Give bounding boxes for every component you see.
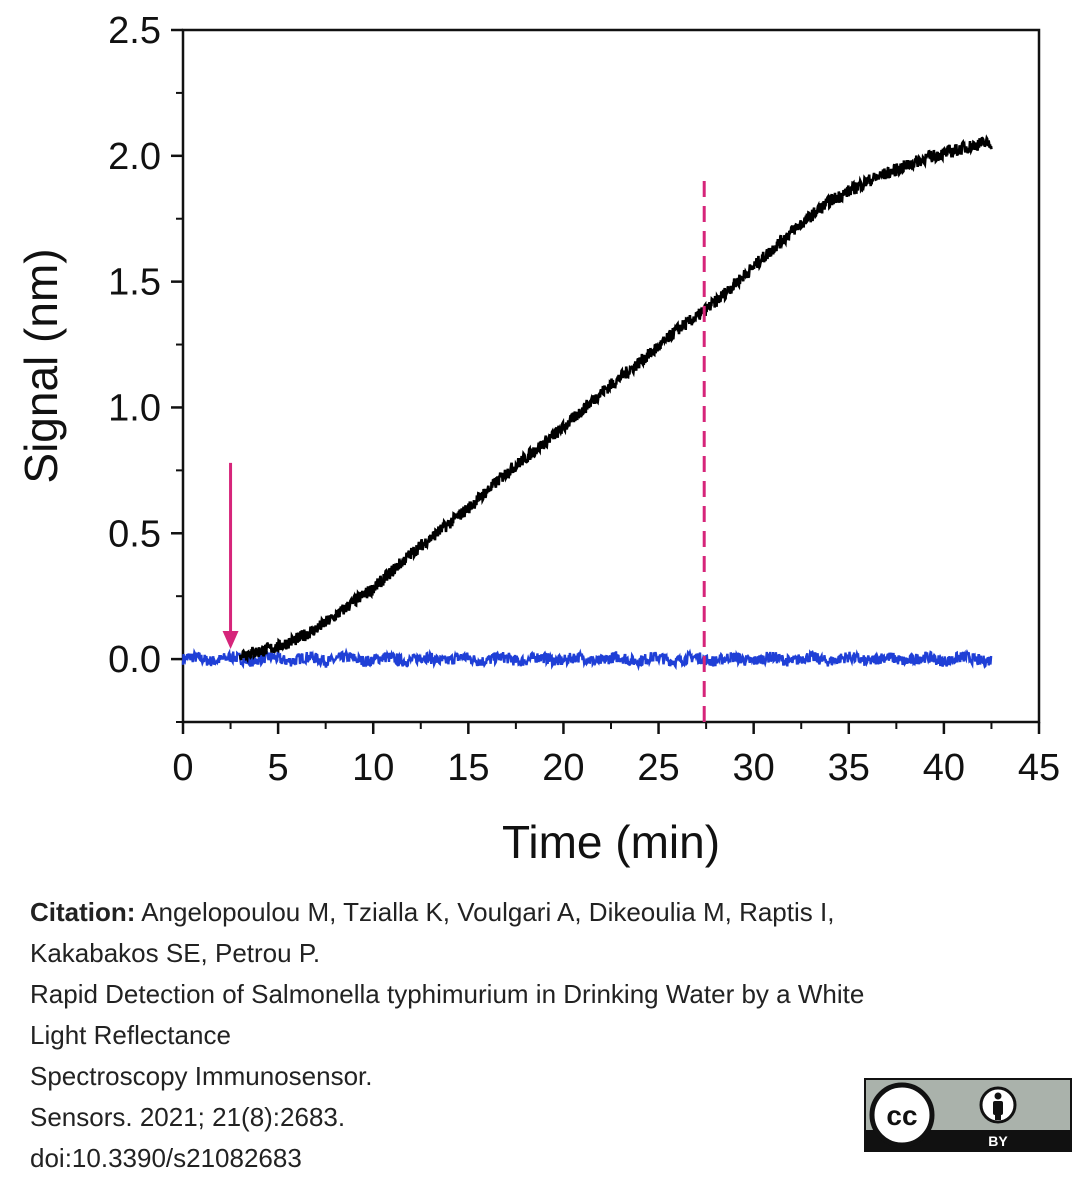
series-line-blue [181, 647, 993, 672]
citation-line-4: Light Reflectance [30, 1020, 231, 1050]
x-tick-label: 45 [1018, 747, 1060, 789]
by-label: BY [988, 1133, 1008, 1149]
citation-block: Citation: Angelopoulou M, Tzialla K, Vou… [30, 892, 1040, 1179]
x-tick-label: 25 [637, 747, 679, 789]
cc-label: cc [886, 1100, 917, 1131]
x-axis-title: Time (min) [502, 816, 720, 868]
x-tick-label: 5 [268, 747, 289, 789]
citation-authors: Angelopoulou M, Tzialla K, Voulgari A, D… [141, 897, 835, 927]
y-axis-title: Signal (nm) [15, 248, 67, 483]
citation-line-1: Citation: Angelopoulou M, Tzialla K, Vou… [30, 892, 1040, 933]
citation-line-5: Spectroscopy Immunosensor. [30, 1061, 373, 1091]
x-tick-label: 0 [172, 747, 193, 789]
y-tick-label: 0.5 [108, 513, 161, 555]
citation-line-3: Rapid Detection of Salmonella typhimuriu… [30, 979, 865, 1009]
y-tick-label: 2.0 [108, 136, 161, 178]
x-tick-label: 20 [542, 747, 584, 789]
injection-arrow-head [222, 631, 239, 650]
x-tick-label: 30 [733, 747, 775, 789]
x-tick-label: 15 [447, 747, 489, 789]
y-tick-label: 1.0 [108, 387, 161, 429]
citation-line-2: Kakabakos SE, Petrou P. [30, 938, 321, 968]
chart: 0 5 10 15 20 25 30 35 40 45 0.0 0.5 1.0 1.5 2.0 2.5 Ti… [15, 10, 1060, 868]
citation-line-6: Sensors. 2021; 21(8):2683. [30, 1102, 346, 1132]
citation-label: Citation: [30, 897, 136, 927]
creative-commons-by-icon: cc BY [864, 1078, 1072, 1152]
x-tick-label: 35 [828, 747, 870, 789]
y-tick-label: 2.5 [108, 10, 161, 52]
y-tick-label: 1.5 [108, 262, 161, 304]
x-tick-label: 10 [352, 747, 394, 789]
series-line-black [238, 134, 993, 664]
x-tick-label: 40 [923, 747, 965, 789]
plot-frame [181, 28, 1041, 724]
y-tick-label: 0.0 [108, 639, 161, 681]
citation-line-7: doi:10.3390/s21082683 [30, 1143, 302, 1173]
